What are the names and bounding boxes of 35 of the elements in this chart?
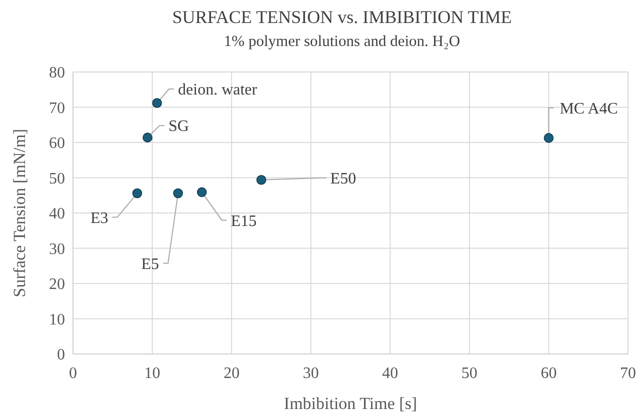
y-tick-label: 50 xyxy=(49,170,65,188)
y-axis-title: Surface Tension [mN/m] xyxy=(10,128,29,298)
x-tick-label: 0 xyxy=(69,365,77,382)
y-tick-label: 0 xyxy=(57,346,65,364)
annotation: deion. water xyxy=(178,82,258,99)
chart-subtitle: 1% polymer solutions and deion. H₂O xyxy=(224,33,460,50)
y-tick-label: 40 xyxy=(49,206,65,223)
x-tick-label: 50 xyxy=(461,365,478,382)
y-tick-label: 60 xyxy=(49,135,65,152)
annotation: E50 xyxy=(330,170,356,188)
point xyxy=(132,188,142,198)
point xyxy=(152,98,162,108)
x-tick-label: 70 xyxy=(620,365,636,382)
y-tick-label: 70 xyxy=(49,100,65,117)
annotation: MC A4C xyxy=(560,100,618,118)
point xyxy=(544,133,554,143)
x-tick-label: 40 xyxy=(382,365,398,382)
annotation: SG xyxy=(168,118,190,136)
point xyxy=(256,174,266,185)
x-axis-title: Imbibition Time [s] xyxy=(284,394,418,413)
x-tick-label: 20 xyxy=(224,365,240,382)
chart-title: SURFACE TENSION vs. IMBIBITION TIME xyxy=(172,7,512,27)
point xyxy=(173,188,183,198)
annotation: E3 xyxy=(90,210,108,227)
x-tick-label: 30 xyxy=(302,365,319,382)
y-tick-label: 30 xyxy=(49,240,65,258)
point xyxy=(142,132,152,142)
annotation: E15 xyxy=(230,212,257,230)
x-tick-label: 60 xyxy=(540,365,557,382)
y-tick-label: 10 xyxy=(49,311,65,328)
y-tick-label: 20 xyxy=(49,276,65,294)
annotation: E5 xyxy=(141,256,160,273)
y-tick-label: 80 xyxy=(49,64,65,82)
point xyxy=(196,187,207,198)
x-tick-label: 10 xyxy=(144,365,160,382)
